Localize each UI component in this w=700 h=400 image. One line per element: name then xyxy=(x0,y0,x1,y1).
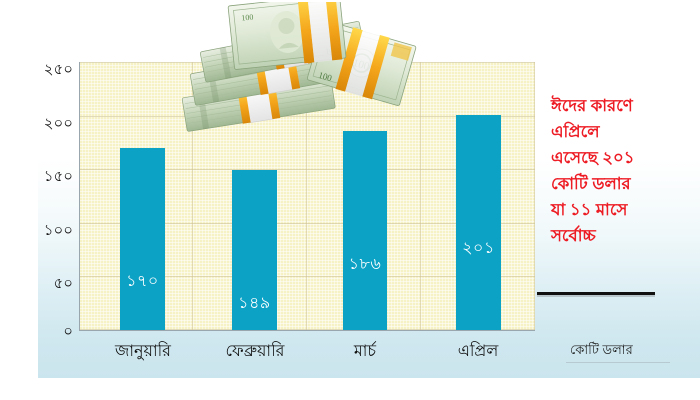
bar-april[interactable]: ২০১ xyxy=(456,114,501,330)
y-tick-label: ২০০ xyxy=(43,114,73,132)
unit-label: কোটি ডলার xyxy=(570,342,633,357)
y-tick-label: ১০০ xyxy=(43,221,73,239)
annotation-line: সর্বোচ্চ xyxy=(551,227,596,245)
gridline-vertical xyxy=(420,62,421,330)
divider-rule xyxy=(537,292,655,295)
bar-february[interactable]: ১৪৯ xyxy=(232,170,277,330)
gridline-horizontal xyxy=(79,222,535,224)
bar-value-label: ২০১ xyxy=(462,239,495,257)
y-tick-label: ১৫০ xyxy=(43,168,73,186)
gridline-horizontal xyxy=(79,115,535,117)
bar-value-label: ১৭০ xyxy=(126,272,159,290)
bar-january[interactable]: ১৭০ xyxy=(120,147,165,330)
x-tick-label-january: জানুয়ারি xyxy=(115,343,171,360)
annotation-line: এসেছে ২০১ xyxy=(551,149,635,167)
bar-value-label: ১৪৯ xyxy=(238,295,271,313)
gridline-vertical xyxy=(192,62,193,330)
annotation-line: কোটি ডলার xyxy=(551,175,631,193)
x-tick-label-march: মার্চ xyxy=(353,343,377,360)
y-axis-line xyxy=(79,62,80,331)
y-tick-label: ৫০ xyxy=(53,275,74,293)
annotation-line: এপ্রিলে xyxy=(551,123,600,141)
gridline-horizontal xyxy=(79,276,535,278)
gridline-horizontal xyxy=(79,329,535,330)
bar-value-label: ১৮৬ xyxy=(348,255,382,273)
gridline-vertical xyxy=(534,62,535,330)
y-axis-tick-labels: ২৫০ ২০০ ১৫০ ১০০ ৫০ ০ xyxy=(0,0,79,400)
x-axis-tick-labels: জানুয়ারি ফেব্রুয়ারি মার্চ এপ্রিল xyxy=(79,338,535,364)
money-stack-photo: 100 100 100 100 xyxy=(176,0,434,152)
unit-label-underline xyxy=(566,362,670,363)
gridline-horizontal xyxy=(79,169,535,171)
svg-text:100: 100 xyxy=(241,12,254,22)
y-tick-label: ২৫০ xyxy=(43,61,73,78)
gridline-vertical xyxy=(306,62,307,330)
annotation-text: ঈদের কারণে এপ্রিলে এসেছে ২০১ কোটি ডলার য… xyxy=(551,93,699,249)
bars-layer: ১৭০ ১৪৯ ১৮৬ ২০১ xyxy=(79,62,535,330)
bar-march[interactable]: ১৮৬ xyxy=(343,130,387,330)
annotation-line: ঈদের কারণে xyxy=(551,97,633,115)
svg-text:100: 100 xyxy=(317,70,333,83)
x-axis-line xyxy=(79,330,535,331)
x-tick-label-april: এপ্রিল xyxy=(457,343,499,360)
x-tick-label-february: ফেব্রুয়ারি xyxy=(225,343,285,360)
annotation-line: যা ১১ মাসে xyxy=(551,201,628,219)
y-tick-label: ০ xyxy=(63,323,73,340)
